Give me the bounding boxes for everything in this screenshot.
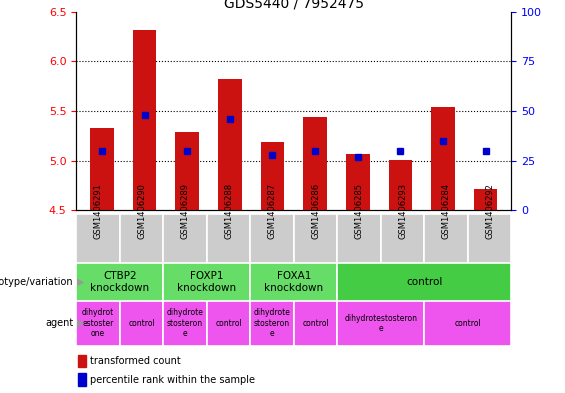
Bar: [468, 214, 511, 263]
Text: control: control: [215, 319, 242, 328]
Text: FOXP1
knockdown: FOXP1 knockdown: [177, 271, 236, 293]
Bar: [431, 107, 455, 210]
Bar: [303, 117, 327, 210]
Bar: [346, 154, 370, 210]
Text: GSM1406286: GSM1406286: [311, 183, 320, 239]
Bar: [133, 29, 157, 210]
Text: GSM1406284: GSM1406284: [442, 183, 450, 239]
Bar: [424, 301, 511, 346]
Text: dihydrotestosteron
e: dihydrotestosteron e: [344, 314, 418, 333]
Text: control: control: [302, 319, 329, 328]
Bar: [76, 263, 163, 301]
Bar: [294, 301, 337, 346]
Bar: [163, 301, 207, 346]
Bar: [79, 355, 86, 367]
Bar: [250, 301, 294, 346]
Bar: [79, 373, 86, 386]
Text: transformed count: transformed count: [90, 356, 181, 366]
Text: percentile rank within the sample: percentile rank within the sample: [90, 375, 255, 385]
Text: dihydrot
estoster
one: dihydrot estoster one: [82, 309, 114, 338]
Bar: [474, 189, 497, 210]
Bar: [250, 263, 337, 301]
Text: FOXA1
knockdown: FOXA1 knockdown: [264, 271, 323, 293]
Text: control: control: [128, 319, 155, 328]
Text: agent: agent: [45, 318, 73, 328]
Text: ▶: ▶: [77, 318, 85, 328]
Text: control: control: [406, 277, 442, 287]
Bar: [163, 214, 207, 263]
Text: ▶: ▶: [77, 277, 85, 287]
Bar: [76, 214, 120, 263]
Text: GSM1406291: GSM1406291: [94, 183, 102, 239]
Text: GSM1406290: GSM1406290: [137, 183, 146, 239]
Text: control: control: [454, 319, 481, 328]
Bar: [207, 214, 250, 263]
Bar: [337, 301, 424, 346]
Bar: [260, 142, 284, 210]
Bar: [90, 128, 114, 210]
Text: GSM1406288: GSM1406288: [224, 183, 233, 239]
Bar: [76, 301, 120, 346]
Text: GSM1406292: GSM1406292: [485, 183, 494, 239]
Text: GSM1406289: GSM1406289: [181, 183, 189, 239]
Bar: [250, 214, 294, 263]
Bar: [120, 301, 163, 346]
Bar: [381, 214, 424, 263]
Text: dihydrote
stosteron
e: dihydrote stosteron e: [254, 309, 290, 338]
Bar: [294, 214, 337, 263]
Bar: [337, 214, 381, 263]
Bar: [163, 263, 250, 301]
Text: CTBP2
knockdown: CTBP2 knockdown: [90, 271, 149, 293]
Title: GDS5440 / 7952475: GDS5440 / 7952475: [224, 0, 364, 11]
Text: GSM1406285: GSM1406285: [355, 183, 363, 239]
Bar: [218, 79, 242, 210]
Bar: [389, 160, 412, 210]
Text: GSM1406287: GSM1406287: [268, 183, 276, 239]
Bar: [337, 263, 511, 301]
Bar: [120, 214, 163, 263]
Bar: [207, 301, 250, 346]
Text: genotype/variation: genotype/variation: [0, 277, 73, 287]
Text: GSM1406293: GSM1406293: [398, 183, 407, 239]
Text: dihydrote
stosteron
e: dihydrote stosteron e: [167, 309, 203, 338]
Bar: [424, 214, 468, 263]
Bar: [176, 132, 199, 210]
